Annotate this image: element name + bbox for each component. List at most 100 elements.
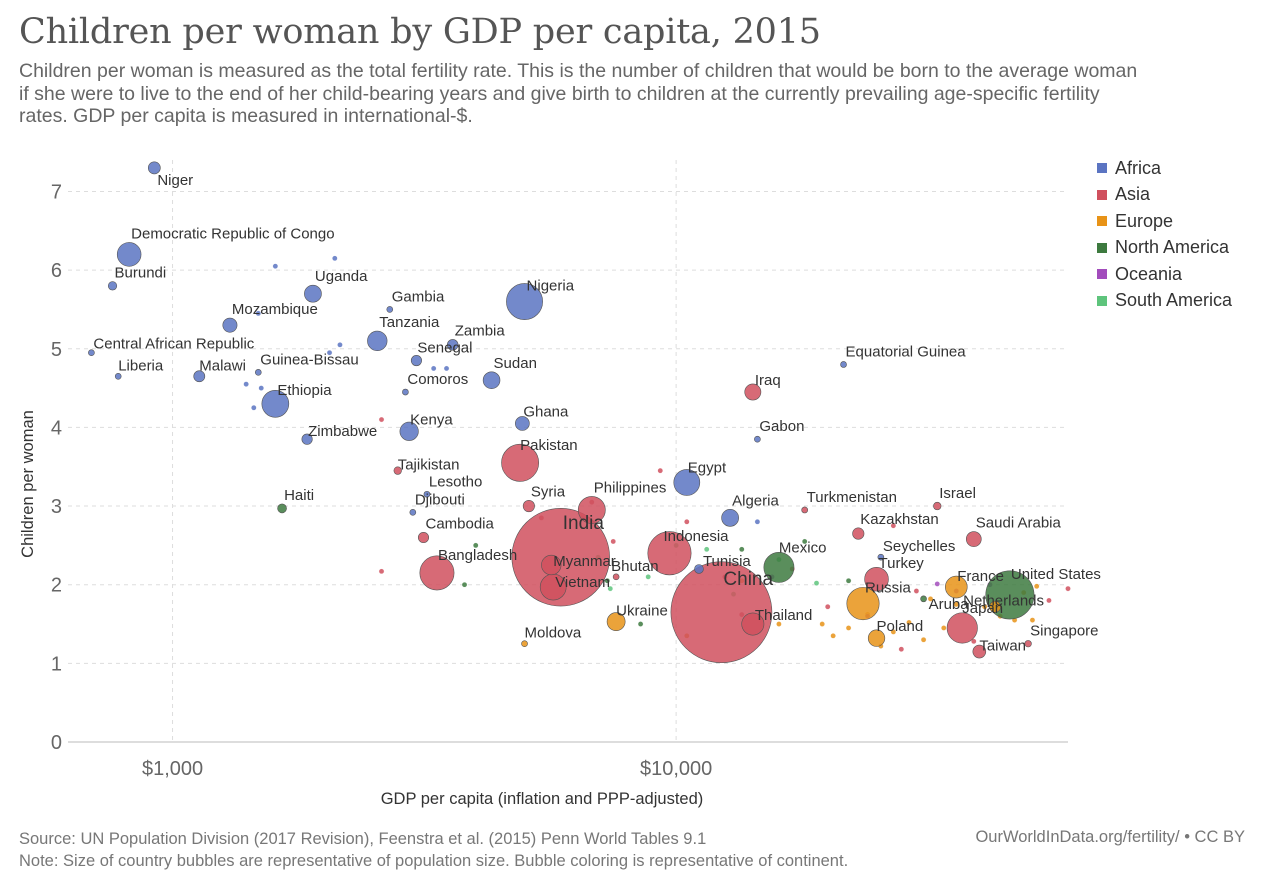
bubble[interactable] — [813, 580, 820, 586]
bubble[interactable] — [410, 355, 422, 367]
bubble[interactable] — [399, 421, 419, 441]
legend-item[interactable]: North America — [1097, 235, 1232, 262]
bubble[interactable] — [927, 596, 934, 602]
bubble[interactable] — [446, 339, 459, 351]
bubble[interactable] — [378, 568, 385, 575]
bubble[interactable] — [222, 317, 238, 333]
bubble[interactable] — [461, 581, 468, 588]
bubble[interactable] — [637, 621, 644, 627]
bubble[interactable] — [272, 263, 279, 269]
bubble[interactable] — [604, 577, 611, 584]
bubble[interactable] — [989, 600, 1002, 613]
bubble[interactable] — [657, 467, 664, 474]
bubble[interactable] — [703, 546, 710, 553]
bubble[interactable] — [965, 531, 982, 547]
bubble[interactable] — [482, 371, 501, 389]
bubble[interactable] — [607, 585, 614, 592]
credit-link[interactable]: OurWorldInData.org/fertility/ • CC BY — [975, 828, 1245, 846]
bubble[interactable] — [845, 577, 852, 584]
bubble[interactable] — [913, 588, 920, 594]
bubble[interactable] — [511, 508, 610, 607]
bubble[interactable] — [606, 612, 626, 632]
bubble[interactable] — [934, 581, 941, 587]
bubble[interactable] — [610, 538, 617, 545]
bubble[interactable] — [744, 383, 762, 401]
bubble[interactable] — [443, 365, 450, 372]
bubble[interactable] — [326, 349, 333, 356]
bubble[interactable] — [801, 506, 809, 514]
bubble[interactable] — [277, 503, 287, 514]
bubble[interactable] — [251, 404, 257, 411]
bubble[interactable] — [819, 621, 825, 627]
bubble[interactable] — [501, 443, 540, 482]
bubble[interactable] — [1065, 585, 1071, 592]
bubble[interactable] — [981, 603, 988, 610]
bubble[interactable] — [577, 496, 606, 524]
bubble[interactable] — [670, 561, 773, 664]
bubble[interactable] — [864, 566, 889, 592]
bubble[interactable] — [920, 636, 927, 643]
legend-item[interactable]: Europe — [1097, 208, 1232, 235]
bubble[interactable] — [845, 625, 852, 631]
bubble[interactable] — [423, 490, 431, 498]
bubble[interactable] — [1029, 617, 1036, 623]
bubble[interactable] — [521, 640, 528, 647]
bubble[interactable] — [254, 369, 262, 376]
legend-item[interactable]: Oceania — [1097, 261, 1232, 288]
bubble[interactable] — [645, 574, 651, 580]
bubble[interactable] — [386, 306, 394, 313]
bubble[interactable] — [824, 603, 831, 610]
bubble[interactable] — [301, 433, 313, 445]
bubble[interactable] — [541, 554, 562, 576]
bubble[interactable] — [522, 500, 535, 513]
bubble[interactable] — [754, 435, 761, 443]
bubble[interactable] — [107, 281, 118, 291]
bubble[interactable] — [304, 284, 322, 303]
bubble[interactable] — [147, 161, 161, 175]
bubble[interactable] — [506, 283, 543, 320]
bubble[interactable] — [647, 531, 692, 576]
bubble[interactable] — [741, 612, 765, 636]
bubble[interactable] — [846, 587, 880, 621]
bubble[interactable] — [920, 595, 927, 603]
bubble[interactable] — [830, 633, 836, 639]
bubble[interactable] — [1033, 583, 1040, 590]
bubble[interactable] — [867, 629, 886, 647]
bubble[interactable] — [898, 646, 905, 652]
bubble[interactable] — [953, 601, 960, 608]
bubble[interactable] — [417, 531, 430, 544]
bubble[interactable] — [255, 310, 262, 317]
bubble[interactable] — [852, 527, 865, 540]
bubble[interactable] — [906, 619, 912, 626]
bubble[interactable] — [515, 416, 530, 431]
bubble[interactable] — [402, 388, 409, 396]
bubble[interactable] — [972, 644, 987, 659]
bubble[interactable] — [940, 625, 947, 631]
bubble[interactable] — [393, 466, 402, 475]
bubble[interactable] — [367, 330, 388, 352]
bubble[interactable] — [261, 390, 290, 418]
legend-item[interactable]: South America — [1097, 288, 1232, 315]
legend-item[interactable]: Africa — [1097, 155, 1232, 182]
bubble[interactable] — [116, 242, 142, 267]
bubble[interactable] — [840, 361, 847, 368]
bubble[interactable] — [1046, 597, 1052, 604]
bubble[interactable] — [472, 542, 479, 549]
bubble[interactable] — [88, 349, 95, 356]
bubble[interactable] — [193, 370, 206, 383]
bubble[interactable] — [430, 365, 437, 372]
bubble[interactable] — [945, 575, 968, 599]
bubble[interactable] — [694, 564, 704, 574]
bubble[interactable] — [337, 342, 343, 348]
bubble[interactable] — [378, 416, 385, 423]
bubble[interactable] — [673, 469, 701, 496]
bubble[interactable] — [946, 612, 978, 644]
bubble[interactable] — [877, 553, 885, 561]
bubble[interactable] — [754, 518, 761, 525]
bubble[interactable] — [776, 621, 782, 627]
bubble[interactable] — [890, 629, 897, 635]
bubble[interactable] — [890, 522, 897, 529]
legend-item[interactable]: Asia — [1097, 182, 1232, 209]
bubble[interactable] — [721, 509, 739, 527]
bubble[interactable] — [970, 638, 977, 645]
